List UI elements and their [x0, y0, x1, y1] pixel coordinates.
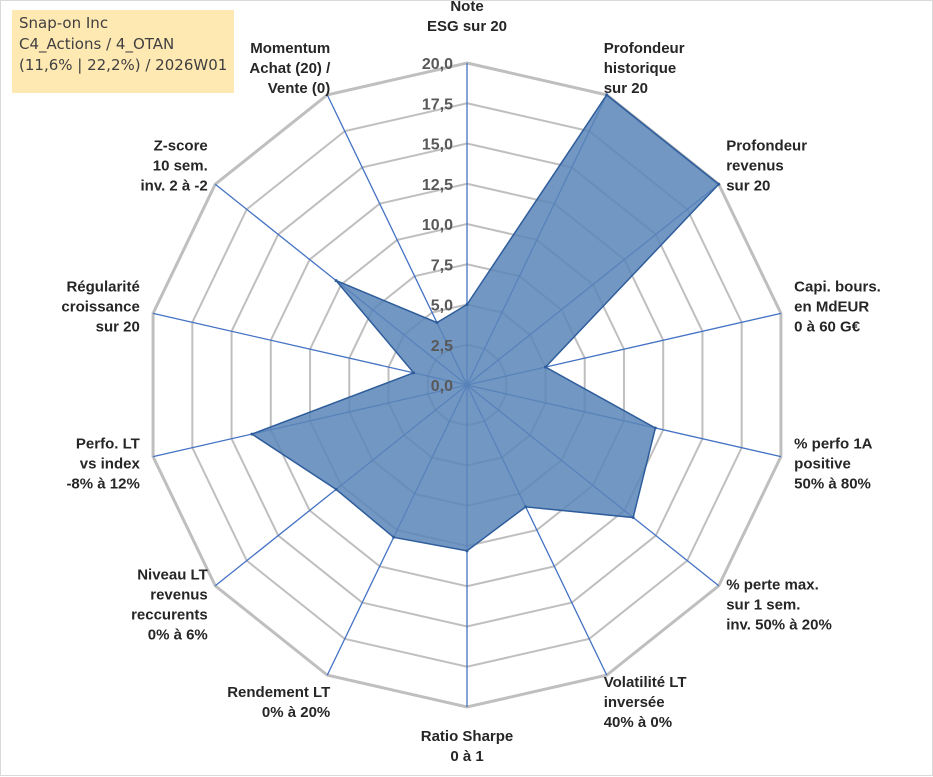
- axis-label: sur 20: [726, 178, 770, 195]
- axis-label: sur 20: [96, 319, 140, 336]
- axis-label: Capi. bours.: [794, 279, 881, 296]
- axis-label: Ratio Sharpe: [421, 728, 514, 745]
- axis-label: Z-score: [154, 138, 208, 155]
- tick-label: 2,5: [431, 338, 453, 355]
- tick-label: 20,0: [422, 56, 453, 73]
- data-point: [334, 279, 338, 283]
- axis-label: revenus: [726, 158, 784, 175]
- axis-label: inv. 50% à 20%: [726, 616, 832, 633]
- data-point: [250, 432, 254, 436]
- tick-label: 5,0: [431, 298, 453, 315]
- tick-label: 12,5: [422, 177, 453, 194]
- axis-label: 50% à 80%: [794, 475, 871, 492]
- axis-label: en MdEUR: [794, 299, 869, 316]
- axis-label: 10 sem.: [153, 158, 208, 175]
- data-point: [465, 549, 469, 553]
- axis-label: inv. 2 à -2: [141, 178, 208, 195]
- axis-label: inversée: [604, 694, 665, 711]
- axis-label: -8% à 12%: [66, 475, 139, 492]
- info-company-name: Snap-on Inc: [19, 14, 109, 32]
- data-point: [631, 516, 635, 520]
- data-point: [392, 535, 396, 539]
- axis-label: Perfo. LT: [76, 435, 140, 452]
- axis-label: Note: [450, 1, 483, 15]
- axis-label: % perte max.: [726, 576, 819, 593]
- data-point: [412, 371, 416, 375]
- data-point: [435, 321, 439, 325]
- data-point: [543, 365, 547, 369]
- tick-label: 15,0: [422, 137, 453, 154]
- axis-label: 0% à 20%: [262, 704, 330, 721]
- axis-label: revenus: [150, 586, 208, 603]
- axis-label: sur 20: [604, 80, 648, 97]
- axis-label: Momentum: [250, 40, 330, 57]
- axis-label: 0% à 6%: [148, 626, 208, 643]
- axis-label: sur 1 sem.: [726, 596, 800, 613]
- data-point: [524, 505, 528, 509]
- data-point: [334, 487, 338, 491]
- tick-label: 17,5: [422, 96, 453, 113]
- info-box: Snap-on Inc C4_Actions / 4_OTAN (11,6% |…: [12, 10, 234, 93]
- data-point: [465, 303, 469, 306]
- tick-label: 0,0: [431, 378, 453, 395]
- data-point: [717, 182, 721, 186]
- axis-label: Profondeur: [604, 40, 685, 57]
- axis-label: vs index: [80, 455, 141, 472]
- axis-label: reccurents: [131, 606, 208, 623]
- axis-label: historique: [604, 60, 677, 77]
- axis-label: Rendement LT: [227, 684, 330, 701]
- tick-label: 7,5: [431, 257, 453, 274]
- axis-label: positive: [794, 455, 851, 472]
- axis-label: % perfo 1A: [794, 435, 873, 452]
- tick-label: 10,0: [422, 217, 453, 234]
- axis-label: Vente (0): [268, 80, 331, 97]
- axis-label: 0 à 60 G€: [794, 319, 861, 336]
- axis-label: ESG sur 20: [427, 18, 507, 35]
- axis-label: Volatilité LT: [604, 674, 687, 691]
- info-stats-week: (11,6% | 22,2%) / 2026W01: [19, 56, 228, 74]
- axis-label: Niveau LT: [137, 566, 208, 583]
- axis-label: Achat (20) /: [249, 60, 331, 77]
- axis-label: croissance: [61, 299, 139, 316]
- data-point: [653, 426, 657, 430]
- axis-label: 0 à 1: [450, 748, 483, 765]
- data-point: [605, 93, 609, 97]
- info-category: C4_Actions / 4_OTAN: [19, 35, 175, 53]
- axis-label: Régularité: [66, 279, 139, 296]
- axis-label: Profondeur: [726, 138, 807, 155]
- axis-label: 40% à 0%: [604, 714, 672, 731]
